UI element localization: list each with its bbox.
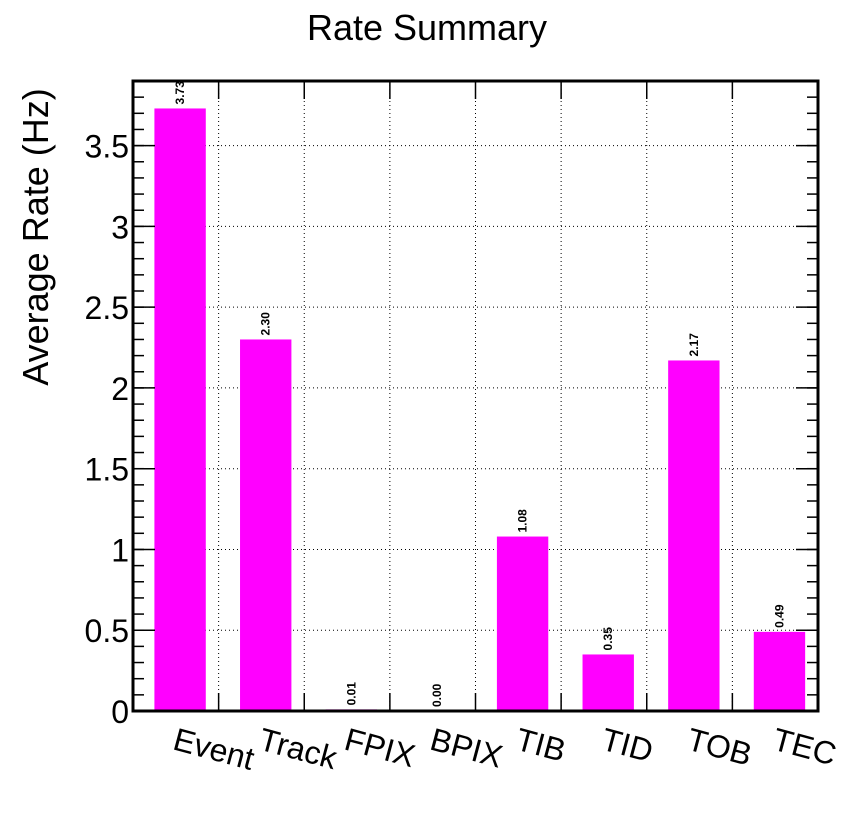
data-label: 2.30 — [259, 312, 273, 336]
data-label: 3.73 — [173, 81, 187, 105]
x-tick-label: Track — [255, 721, 341, 776]
data-label: 0.00 — [430, 683, 444, 707]
y-tick-label: 3 — [111, 209, 129, 245]
y-tick-label: 1.5 — [85, 452, 129, 488]
plot-frame — [131, 79, 820, 713]
bar-tec — [753, 631, 806, 711]
data-label: 2.17 — [687, 333, 701, 357]
bar-event — [154, 108, 206, 711]
x-tick-label: Event — [170, 721, 258, 777]
data-labels: 3.73 2.30 0.01 0.00 1.08 0.35 2.17 0.49 — [173, 81, 786, 707]
y-axis-label: Average Rate (Hz) — [15, 88, 56, 385]
data-label: 0.01 — [344, 682, 358, 706]
bar-tib — [496, 536, 549, 711]
data-label: 0.49 — [772, 604, 786, 628]
bar-tid — [582, 654, 634, 711]
x-tick-label: TIB — [512, 721, 569, 769]
x-tick-label: TID — [598, 721, 657, 769]
x-tick-label: TEC — [769, 721, 840, 772]
bar-tob — [668, 360, 720, 711]
y-tick-labels: 0 0.5 1 1.5 2 2.5 3 3.5 — [85, 129, 129, 730]
data-label: 0.35 — [601, 627, 615, 651]
y-tick-label: 2.5 — [85, 290, 129, 326]
y-tick-label: 1 — [111, 532, 129, 568]
bar-track — [240, 339, 292, 711]
y-tick-label: 0 — [111, 694, 129, 730]
x-tick-label: TOB — [683, 721, 755, 773]
y-tick-label: 3.5 — [85, 129, 129, 165]
chart-title: Rate Summary — [307, 7, 547, 48]
bars-layer — [154, 108, 806, 711]
data-label: 1.08 — [516, 509, 530, 533]
x-tick-label: BPIX — [427, 721, 507, 775]
x-tick-label: FPIX — [341, 721, 419, 774]
y-tick-label: 0.5 — [85, 613, 129, 649]
y-tick-label: 2 — [111, 371, 129, 407]
grid-layer — [133, 81, 818, 711]
